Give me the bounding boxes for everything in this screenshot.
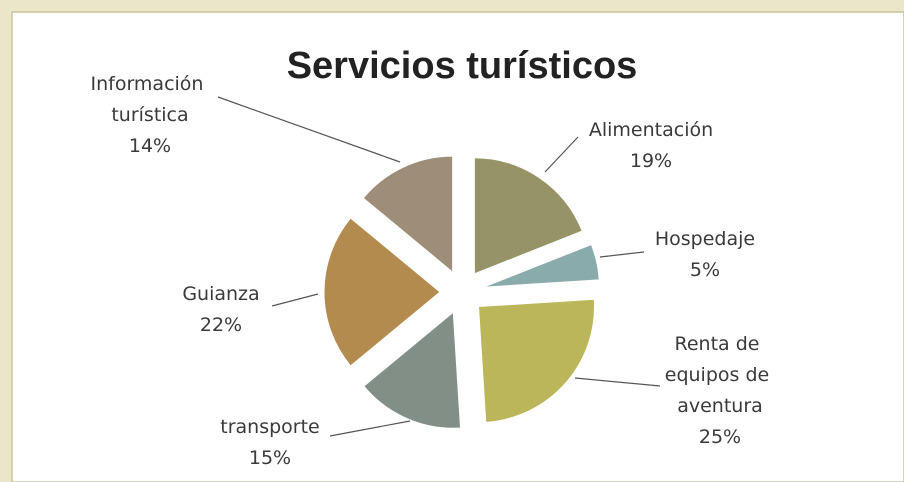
pie-slice [473,157,583,275]
value-label: 5% [690,259,720,281]
value-label: 19% [630,150,672,172]
pie-slice [323,217,441,367]
pie-slice [483,243,600,288]
leader-line [574,377,661,387]
leader-line [599,251,645,258]
leader-line [217,96,401,163]
slice-label: Alimentación [589,119,713,141]
slice-label: Información turística [90,73,209,126]
leader-line [271,293,319,307]
value-label: 15% [249,447,291,469]
pie-slice [362,155,454,274]
slice-label: Hospedaje [655,228,755,250]
chart-title: Servicios turísticos [287,45,638,87]
leader-line [544,136,579,173]
value-label: 25% [699,426,741,448]
pie-slice [363,311,462,429]
value-label: 14% [129,135,171,157]
slice-label: transporte [220,416,319,438]
slice-label: Guianza [182,283,259,305]
leader-line [329,420,411,437]
slice-label: Renta de equipos de aventura [665,333,775,417]
value-label: 22% [200,314,242,336]
pie-slice [477,298,595,423]
